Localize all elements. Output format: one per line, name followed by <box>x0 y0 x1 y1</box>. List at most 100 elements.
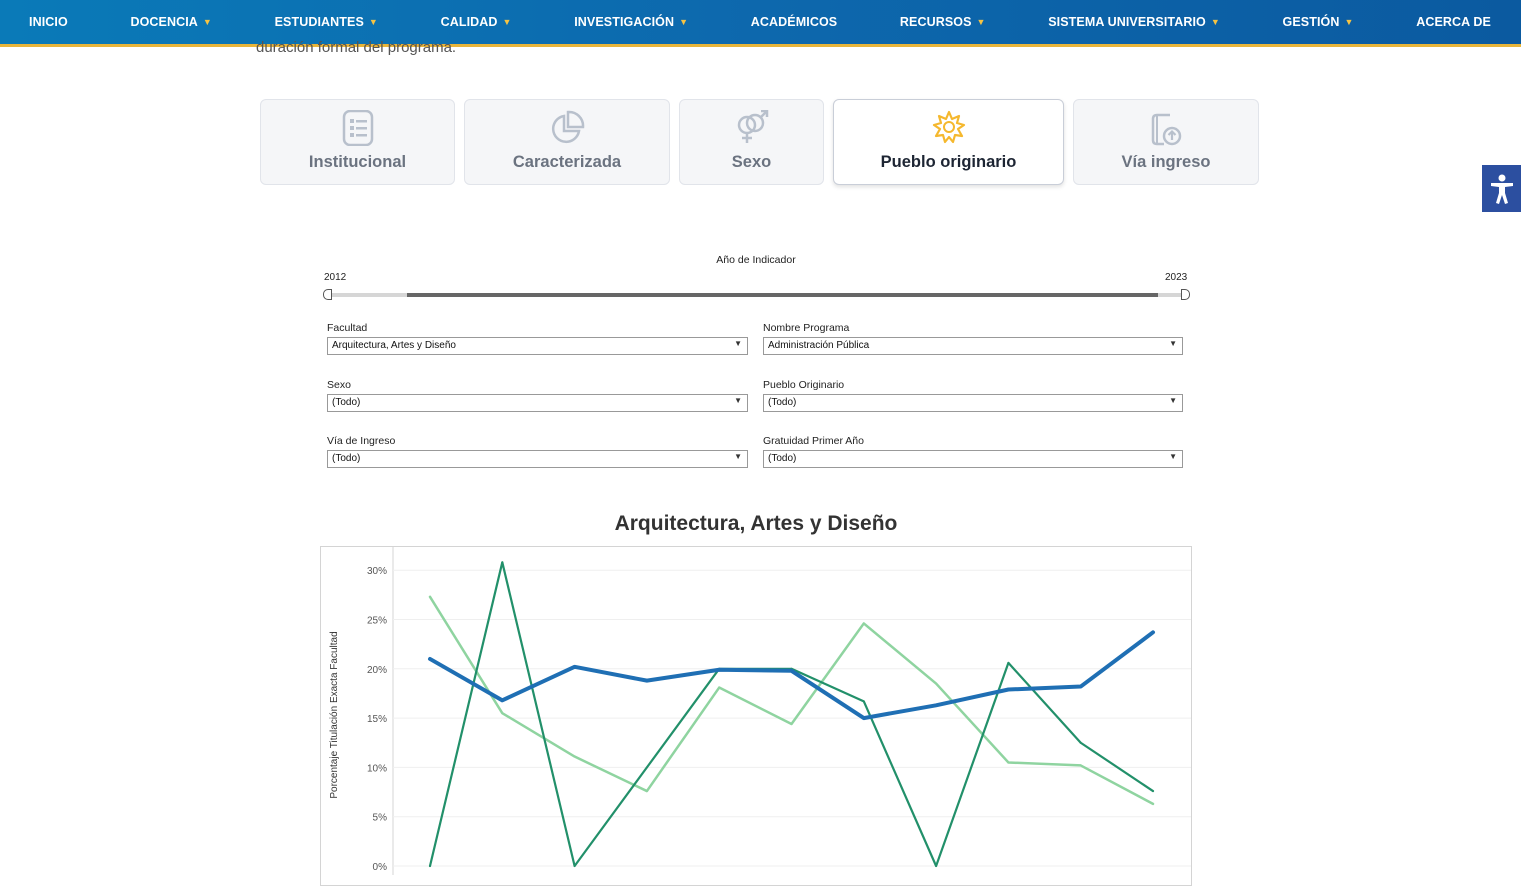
chevron-down-icon: ▼ <box>1344 17 1354 27</box>
y-tick-label: 10% <box>367 763 387 774</box>
filter-pueblo: Pueblo Originario (Todo) ▼ <box>763 379 1183 412</box>
dropdown-arrow-icon: ▼ <box>1169 396 1177 405</box>
via-select[interactable]: (Todo) ▼ <box>327 450 748 468</box>
data-point[interactable] <box>1079 764 1082 767</box>
data-point[interactable] <box>790 723 793 726</box>
nav-item-gestion[interactable]: GESTIÓN ▼ <box>1282 15 1354 29</box>
data-point[interactable] <box>645 679 648 682</box>
y-tick-label: 0% <box>373 862 388 873</box>
pie-chart-icon <box>551 110 585 144</box>
tab-label: Caracterizada <box>512 153 622 171</box>
nav-item-academicos[interactable]: ACADÉMICOS <box>750 15 838 29</box>
data-point[interactable] <box>573 865 576 867</box>
nav-item-estudiantes[interactable]: ESTUDIANTES ▼ <box>274 15 378 29</box>
year-slider-max-handle[interactable] <box>1181 289 1190 300</box>
tab-caracterizada[interactable]: Caracterizada <box>464 99 670 185</box>
y-tick-label: 30% <box>367 566 387 577</box>
data-point[interactable] <box>501 699 504 702</box>
data-point[interactable] <box>573 755 576 758</box>
tab-label: Pueblo originario <box>880 153 1017 171</box>
year-slider-min-handle[interactable] <box>323 289 332 300</box>
series-line-1[interactable] <box>428 561 1155 868</box>
data-point[interactable] <box>429 657 431 660</box>
accessibility-icon <box>1490 174 1513 204</box>
data-point[interactable] <box>573 665 576 668</box>
data-point[interactable] <box>935 682 938 685</box>
data-point[interactable] <box>1007 688 1010 691</box>
data-point[interactable] <box>790 669 793 672</box>
y-tick-label: 5% <box>373 813 388 824</box>
data-point[interactable] <box>645 766 648 769</box>
filter-sexo: Sexo (Todo) ▼ <box>327 379 748 412</box>
filter-via: Vía de Ingreso (Todo) ▼ <box>327 435 748 468</box>
tab-label: Vía ingreso <box>1121 153 1211 171</box>
nav-item-inicio[interactable]: INICIO <box>29 15 68 29</box>
line-chart: 0% 5% 10% 15% 20% 25% 30% Porcentaje Titulación… <box>329 546 1191 875</box>
filter-gratuidad: Gratuidad Primer Año (Todo) ▼ <box>763 435 1183 468</box>
series-line-0[interactable] <box>428 595 1155 806</box>
slider-min-label: 2012 <box>324 272 347 283</box>
filter-label: Vía de Ingreso <box>327 435 396 447</box>
y-axis-title: Porcentaje Titulación Exacta Facultad <box>329 631 340 798</box>
data-point[interactable] <box>1007 661 1010 664</box>
chevron-down-icon: ▼ <box>1210 17 1220 27</box>
nav-item-acerca-de[interactable]: ACERCA DE <box>1416 15 1491 29</box>
data-point[interactable] <box>935 704 938 707</box>
data-point[interactable] <box>718 668 721 671</box>
tab-via-ingreso[interactable]: Vía ingreso <box>1073 99 1259 185</box>
data-point[interactable] <box>862 622 865 625</box>
data-point[interactable] <box>645 790 648 793</box>
list-icon <box>342 110 373 146</box>
slider-title: Año de Indicador <box>716 254 796 266</box>
filter-programa: Nombre Programa Administración Pública ▼ <box>763 322 1183 355</box>
data-point[interactable] <box>935 865 938 867</box>
nav-item-investigacion[interactable]: INVESTIGACIÓN ▼ <box>574 15 689 29</box>
data-point[interactable] <box>1152 790 1154 793</box>
filter-label: Pueblo Originario <box>763 379 845 391</box>
tab-sexo[interactable]: Sexo <box>679 99 824 185</box>
y-tick-label: 25% <box>367 616 387 627</box>
dropdown-arrow-icon: ▼ <box>1169 339 1177 348</box>
data-point[interactable] <box>429 865 431 867</box>
nav-item-recursos[interactable]: RECURSOS ▼ <box>899 15 986 29</box>
data-point[interactable] <box>718 686 721 689</box>
chart-title: Arquitectura, Artes y Diseño <box>614 512 898 535</box>
data-point[interactable] <box>501 561 504 564</box>
dropdown-arrow-icon: ▼ <box>734 396 742 405</box>
accessibility-button[interactable] <box>1482 165 1521 212</box>
facultad-select[interactable]: Arquitectura, Artes y Diseño ▼ <box>327 337 748 355</box>
data-point[interactable] <box>1152 631 1154 634</box>
gratuidad-select[interactable]: (Todo) ▼ <box>763 450 1183 468</box>
y-tick-label: 15% <box>367 714 387 725</box>
sexo-select[interactable]: (Todo) ▼ <box>327 394 748 412</box>
chevron-down-icon: ▼ <box>202 17 212 27</box>
indigenous-star-icon <box>932 110 965 144</box>
nav-item-sistema-universitario[interactable]: SISTEMA UNIVERSITARIO ▼ <box>1048 15 1220 29</box>
data-point[interactable] <box>1152 802 1154 805</box>
tab-institucional[interactable]: Institucional <box>260 99 455 185</box>
year-slider-track[interactable] <box>327 293 1185 297</box>
nav-item-calidad[interactable]: CALIDAD ▼ <box>440 15 512 29</box>
indicator-tabs: Institucional Caracterizada Sexo Pueblo … <box>260 99 1260 185</box>
data-point[interactable] <box>1079 685 1082 688</box>
data-point[interactable] <box>862 700 865 703</box>
nav-item-docencia[interactable]: DOCENCIA ▼ <box>130 15 212 29</box>
filter-label: Nombre Programa <box>763 322 850 334</box>
programa-select[interactable]: Administración Pública ▼ <box>763 337 1183 355</box>
chevron-down-icon: ▼ <box>976 17 986 27</box>
tab-label: Institucional <box>308 153 407 171</box>
data-point[interactable] <box>429 595 431 598</box>
data-point[interactable] <box>1007 761 1010 764</box>
data-point[interactable] <box>862 717 865 720</box>
series-line-2[interactable] <box>428 630 1155 721</box>
pueblo-select[interactable]: (Todo) ▼ <box>763 394 1183 412</box>
filter-facultad: Facultad Arquitectura, Artes y Diseño ▼ <box>327 322 748 355</box>
intro-text: duración formal del programa. <box>256 39 457 56</box>
filter-label: Facultad <box>327 322 368 334</box>
data-point[interactable] <box>501 712 504 715</box>
tab-pueblo-originario[interactable]: Pueblo originario <box>833 99 1064 185</box>
document-upload-icon <box>1151 113 1182 146</box>
data-point[interactable] <box>1079 741 1082 744</box>
tab-label: Sexo <box>731 153 772 171</box>
filter-label: Gratuidad Primer Año <box>763 435 864 447</box>
